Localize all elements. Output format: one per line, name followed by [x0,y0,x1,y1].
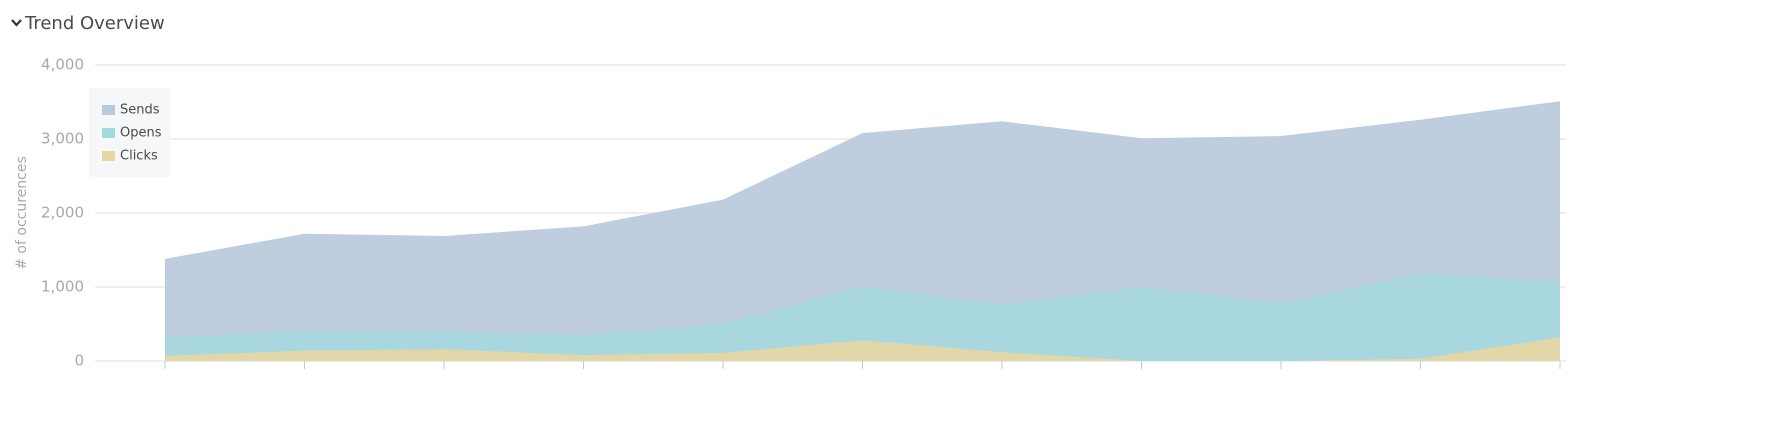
y-tick-label: 0 [74,352,84,370]
legend-swatch [102,128,115,138]
areas [165,101,1560,361]
area [165,273,1560,361]
legend-label: Clicks [120,149,158,164]
area [165,337,1560,361]
y-tick-label: 3,000 [41,130,84,148]
legend-label: Opens [120,126,162,141]
y-tick-label: 4,000 [41,56,84,74]
chart-title: Trend Overview [24,13,165,34]
legend-swatch [102,151,115,161]
y-tick-label: 1,000 [41,278,84,296]
y-tick-label: 2,000 [41,204,84,222]
legend: Sends Opens Clicks [89,88,170,177]
legend-swatch [102,105,115,115]
y-axis-label: # of occurences [14,156,30,270]
collapse-chevron[interactable] [11,19,22,27]
legend-label: Sends [120,103,160,118]
